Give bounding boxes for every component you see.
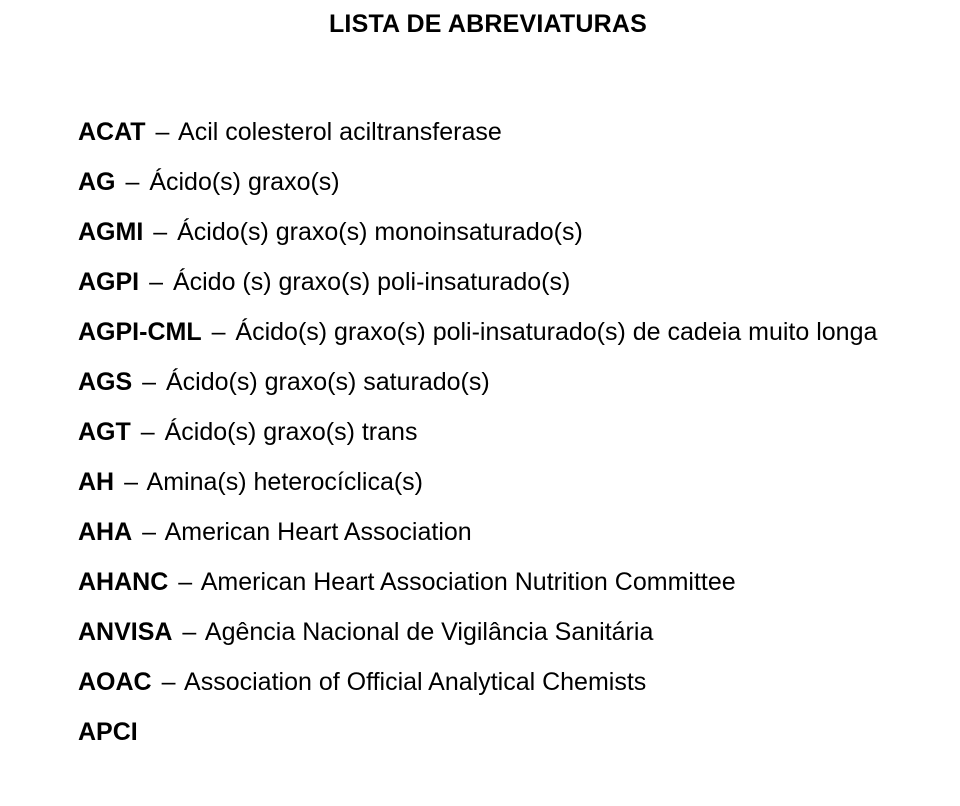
abbreviation-entry: AH – Amina(s) heterocíclica(s) xyxy=(78,463,898,501)
abbreviation-definition: Ácido(s) graxo(s) poli-insaturado(s) de … xyxy=(235,318,877,346)
separator: – xyxy=(162,663,176,701)
document-page: LISTA DE ABREVIATURAS ACAT – Acil colest… xyxy=(0,0,960,806)
abbreviation-term: AGMI xyxy=(78,218,143,246)
abbreviation-entry: AGMI – Ácido(s) graxo(s) monoinsaturado(… xyxy=(78,213,898,251)
abbreviation-entry: APCI xyxy=(78,713,898,751)
abbreviation-term: AOAC xyxy=(78,668,152,696)
abbreviation-definition: Agência Nacional de Vigilância Sanitária xyxy=(205,618,653,646)
abbreviation-definition: Ácido(s) graxo(s) saturado(s) xyxy=(166,368,490,396)
abbreviation-term: AG xyxy=(78,168,116,196)
abbreviation-definition: Amina(s) heterocíclica(s) xyxy=(147,468,423,496)
abbreviation-definition: Association of Official Analytical Chemi… xyxy=(184,668,646,696)
abbreviation-entry: AGPI-CML – Ácido(s) graxo(s) poli-insatu… xyxy=(78,313,898,351)
separator: – xyxy=(212,313,226,351)
abbreviation-definition: Ácido (s) graxo(s) poli-insaturado(s) xyxy=(173,268,570,296)
abbreviation-entry: AGS – Ácido(s) graxo(s) saturado(s) xyxy=(78,363,898,401)
separator: – xyxy=(178,563,192,601)
abbreviation-term: APCI xyxy=(78,718,138,746)
abbreviation-definition: Acil colesterol aciltransferase xyxy=(178,118,502,146)
abbreviation-entry: AOAC – Association of Official Analytica… xyxy=(78,663,898,701)
abbreviation-definition: Ácido(s) graxo(s) trans xyxy=(165,418,418,446)
abbreviation-definition: American Heart Association Nutrition Com… xyxy=(201,568,736,596)
separator: – xyxy=(124,463,138,501)
abbreviation-term: ANVISA xyxy=(78,618,172,646)
separator: – xyxy=(141,413,155,451)
abbreviation-term: AHA xyxy=(78,518,132,546)
page-title: LISTA DE ABREVIATURAS xyxy=(78,10,898,39)
separator: – xyxy=(142,363,156,401)
abbreviation-entry: ACAT – Acil colesterol aciltransferase xyxy=(78,113,898,151)
separator: – xyxy=(156,113,170,151)
separator: – xyxy=(125,163,139,201)
abbreviation-definition: Ácido(s) graxo(s) xyxy=(149,168,339,196)
separator: – xyxy=(149,263,163,301)
abbreviation-entry: AHA – American Heart Association xyxy=(78,513,898,551)
abbreviation-list: ACAT – Acil colesterol aciltransferase AG… xyxy=(78,113,898,751)
abbreviation-entry: AGT – Ácido(s) graxo(s) trans xyxy=(78,413,898,451)
separator: – xyxy=(142,513,156,551)
separator: – xyxy=(153,213,167,251)
abbreviation-term: AH xyxy=(78,468,114,496)
abbreviation-term: AGPI xyxy=(78,268,139,296)
abbreviation-entry: AHANC – American Heart Association Nutri… xyxy=(78,563,898,601)
abbreviation-entry: AG – Ácido(s) graxo(s) xyxy=(78,163,898,201)
abbreviation-entry: ANVISA – Agência Nacional de Vigilância … xyxy=(78,613,898,651)
abbreviation-entry: AGPI – Ácido (s) graxo(s) poli-insaturad… xyxy=(78,263,898,301)
abbreviation-definition: American Heart Association xyxy=(165,518,472,546)
abbreviation-term: AHANC xyxy=(78,568,168,596)
separator: – xyxy=(182,613,196,651)
abbreviation-definition: Ácido(s) graxo(s) monoinsaturado(s) xyxy=(177,218,583,246)
abbreviation-term: AGPI-CML xyxy=(78,318,202,346)
abbreviation-term: ACAT xyxy=(78,118,146,146)
abbreviation-term: AGT xyxy=(78,418,131,446)
abbreviation-term: AGS xyxy=(78,368,132,396)
